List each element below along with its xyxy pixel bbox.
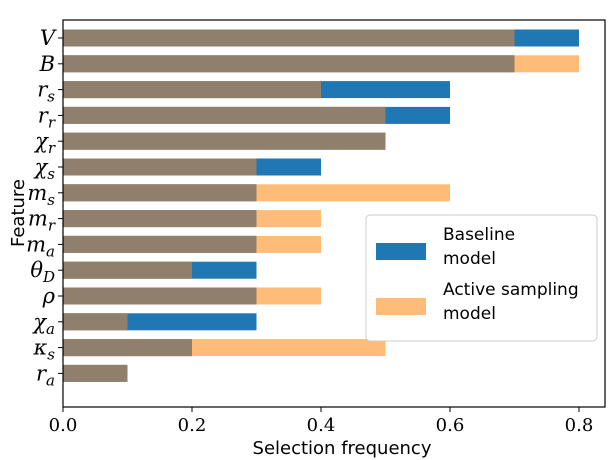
bar-overlap-13 [63, 364, 128, 382]
y-tick-label-1: B [39, 52, 55, 76]
x-tick-label-4: 0.8 [565, 415, 594, 436]
x-tick-label-2: 0.4 [307, 415, 336, 436]
bar-overlap-12 [63, 339, 192, 357]
y-axis-title: Feature [8, 179, 29, 247]
y-tick-label-2: rs [37, 78, 55, 106]
x-axis-title: Selection frequency [253, 438, 432, 459]
y-tick-label-8: ma [26, 232, 55, 260]
bar-overlap-3 [63, 106, 386, 124]
bar-overlap-0 [63, 29, 515, 47]
bar-overlap-10 [63, 287, 257, 305]
bar-overlap-5 [63, 158, 257, 176]
y-tick-label-4: χr [33, 129, 56, 157]
y-tick-label-7: mr [28, 207, 56, 235]
bar-overlap-2 [63, 81, 321, 99]
bars-group [63, 29, 579, 382]
y-tick-label-3: rr [38, 103, 56, 131]
y-tick-label-10: ρ [42, 284, 56, 308]
bar-overlap-8 [63, 235, 257, 253]
y-tick-label-6: ms [27, 181, 55, 209]
x-axis-ticks: 0.0 0.2 0.4 0.6 0.8 [49, 407, 594, 436]
bar-overlap-9 [63, 261, 192, 279]
x-tick-label-1: 0.2 [178, 415, 207, 436]
bar-overlap-4 [63, 132, 386, 150]
y-tick-label-13: ra [36, 361, 55, 389]
legend-label-1: Active sampling model [443, 280, 579, 324]
bar-overlap-7 [63, 210, 257, 228]
legend-label-0: Baseline model [443, 225, 515, 269]
y-tick-label-12: κs [33, 336, 56, 364]
y-tick-label-0: V [40, 26, 57, 50]
plot-frame [62, 19, 606, 408]
bar-overlap-6 [63, 184, 257, 202]
x-tick-label-0: 0.0 [49, 415, 78, 436]
bar-overlap-1 [63, 55, 515, 73]
x-tick-label-3: 0.6 [436, 415, 465, 436]
legend: Baseline model Active sampling model [365, 214, 598, 342]
y-tick-label-9: θD [30, 258, 55, 286]
bar-overlap-11 [63, 313, 128, 331]
legend-swatch-1 [376, 298, 426, 315]
y-tick-label-5: χs [33, 155, 56, 183]
y-tick-label-11: χa [31, 310, 55, 338]
legend-swatch-0 [376, 243, 426, 260]
